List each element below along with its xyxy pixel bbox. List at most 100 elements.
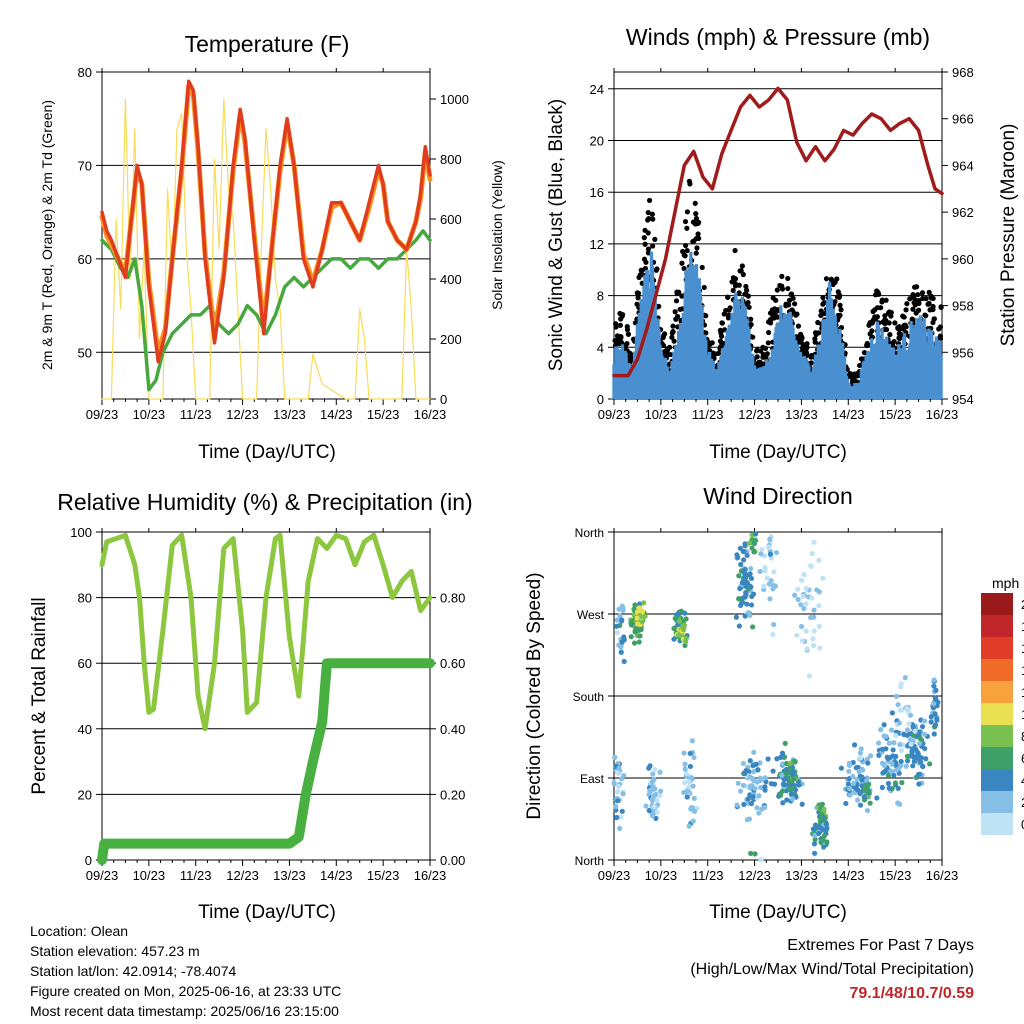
x-tick-label: 14/23: [320, 868, 353, 883]
humidity-ylabel: Percent & Total Rainfall: [29, 597, 50, 794]
direction-point: [689, 738, 695, 744]
direction-point: [612, 754, 618, 760]
legend-label: 0: [1021, 817, 1024, 832]
y2-tick-label: 968: [952, 65, 974, 80]
y2-tick-label: 400: [440, 272, 462, 287]
direction-point: [741, 801, 747, 808]
direction-point: [824, 839, 830, 845]
gust-point: [808, 360, 814, 366]
direction-point: [642, 613, 648, 619]
gust-point: [730, 287, 736, 294]
legend-swatch: [981, 593, 1013, 615]
gust-point: [645, 217, 651, 223]
gust-point: [754, 354, 760, 360]
direction-point: [889, 760, 895, 766]
gust-point: [892, 320, 898, 326]
direction-point: [632, 602, 638, 608]
gust-point: [883, 326, 890, 333]
station-info: Location: Olean Station elevation: 457.2…: [30, 921, 341, 1021]
direction-point: [636, 639, 642, 645]
direction-point: [758, 784, 764, 791]
gust-point: [919, 290, 926, 296]
temperature-ylabel: 2m & 9m T (Red, Orange) & 2m Td (Green): [39, 100, 55, 370]
direction-point: [815, 823, 821, 829]
direction-point: [739, 579, 745, 586]
y2-tick-label: 964: [952, 158, 974, 173]
direction-point: [931, 701, 937, 707]
gust-point: [878, 305, 884, 311]
direction-point: [820, 836, 826, 842]
x-tick-label: 14/23: [832, 407, 865, 422]
y-tick-label: 20: [590, 134, 604, 149]
direction-point: [779, 750, 786, 756]
direction-point: [737, 585, 743, 592]
humidity-panel: Relative Humidity (%) & Precipitation (i…: [29, 489, 473, 923]
direction-point: [763, 779, 769, 785]
gust-point: [766, 329, 772, 336]
direction-point: [770, 768, 776, 774]
gust-point: [701, 284, 707, 291]
direction-point: [684, 794, 690, 800]
direction-point: [680, 627, 687, 633]
wind-series: [612, 251, 943, 399]
direction-point: [811, 841, 818, 847]
direction-point: [823, 827, 829, 833]
direction-point: [761, 583, 767, 589]
direction-point: [808, 563, 814, 569]
y2-tick-label: 200: [440, 332, 462, 347]
direction-point: [767, 596, 773, 602]
gust-point: [874, 314, 881, 320]
direction-point: [838, 765, 844, 771]
direction-point: [812, 850, 818, 856]
gust-point: [695, 219, 702, 225]
y2-tick-label: 954: [952, 392, 974, 407]
y2-tick-label: 962: [952, 205, 974, 220]
gust-point: [649, 243, 656, 249]
direction-point: [780, 800, 786, 806]
direction-point: [616, 765, 622, 771]
direction-point: [898, 747, 904, 754]
gust-point: [930, 303, 936, 310]
direction-point: [757, 775, 763, 781]
direction-point: [911, 758, 917, 764]
gust-point: [635, 295, 641, 301]
direction-point: [744, 601, 750, 607]
direction-point: [811, 607, 817, 613]
direction-point: [889, 710, 895, 716]
gust-point: [891, 338, 897, 345]
pressure-series: [612, 86, 944, 378]
y-tick-label: 16: [590, 185, 604, 200]
direction-point: [637, 633, 643, 639]
direction-point: [758, 551, 764, 557]
rh-series: [99, 532, 433, 732]
gust-point: [673, 298, 680, 304]
direction-point: [615, 798, 621, 804]
legend-label: 14: [1021, 663, 1024, 678]
direction-point: [792, 592, 798, 598]
extremes-values: 79.1/48/10.7/0.59: [849, 985, 974, 1002]
direction-point: [908, 741, 914, 747]
direction-point: [803, 601, 809, 607]
y-tick-label: 40: [78, 722, 92, 737]
direction-point: [857, 750, 863, 756]
gust-point: [936, 326, 942, 332]
direction-point: [816, 830, 822, 837]
direction-point: [747, 774, 753, 780]
direction-point: [681, 622, 687, 628]
direction-point: [617, 613, 623, 619]
direction-point: [651, 776, 657, 783]
direction-point: [619, 603, 625, 609]
gust-point: [750, 334, 756, 340]
direction-point: [823, 821, 830, 827]
direction-point: [810, 636, 816, 642]
direction-point: [748, 602, 755, 608]
direction-point: [898, 681, 904, 687]
direction-point: [640, 600, 647, 606]
direction-point: [846, 785, 853, 791]
direction-point: [904, 706, 910, 712]
direction-point: [742, 613, 748, 619]
direction-point: [850, 773, 856, 780]
y-tick-label: 60: [78, 252, 92, 267]
speed-legend-title: mph: [992, 575, 1019, 591]
direction-point: [613, 803, 619, 810]
